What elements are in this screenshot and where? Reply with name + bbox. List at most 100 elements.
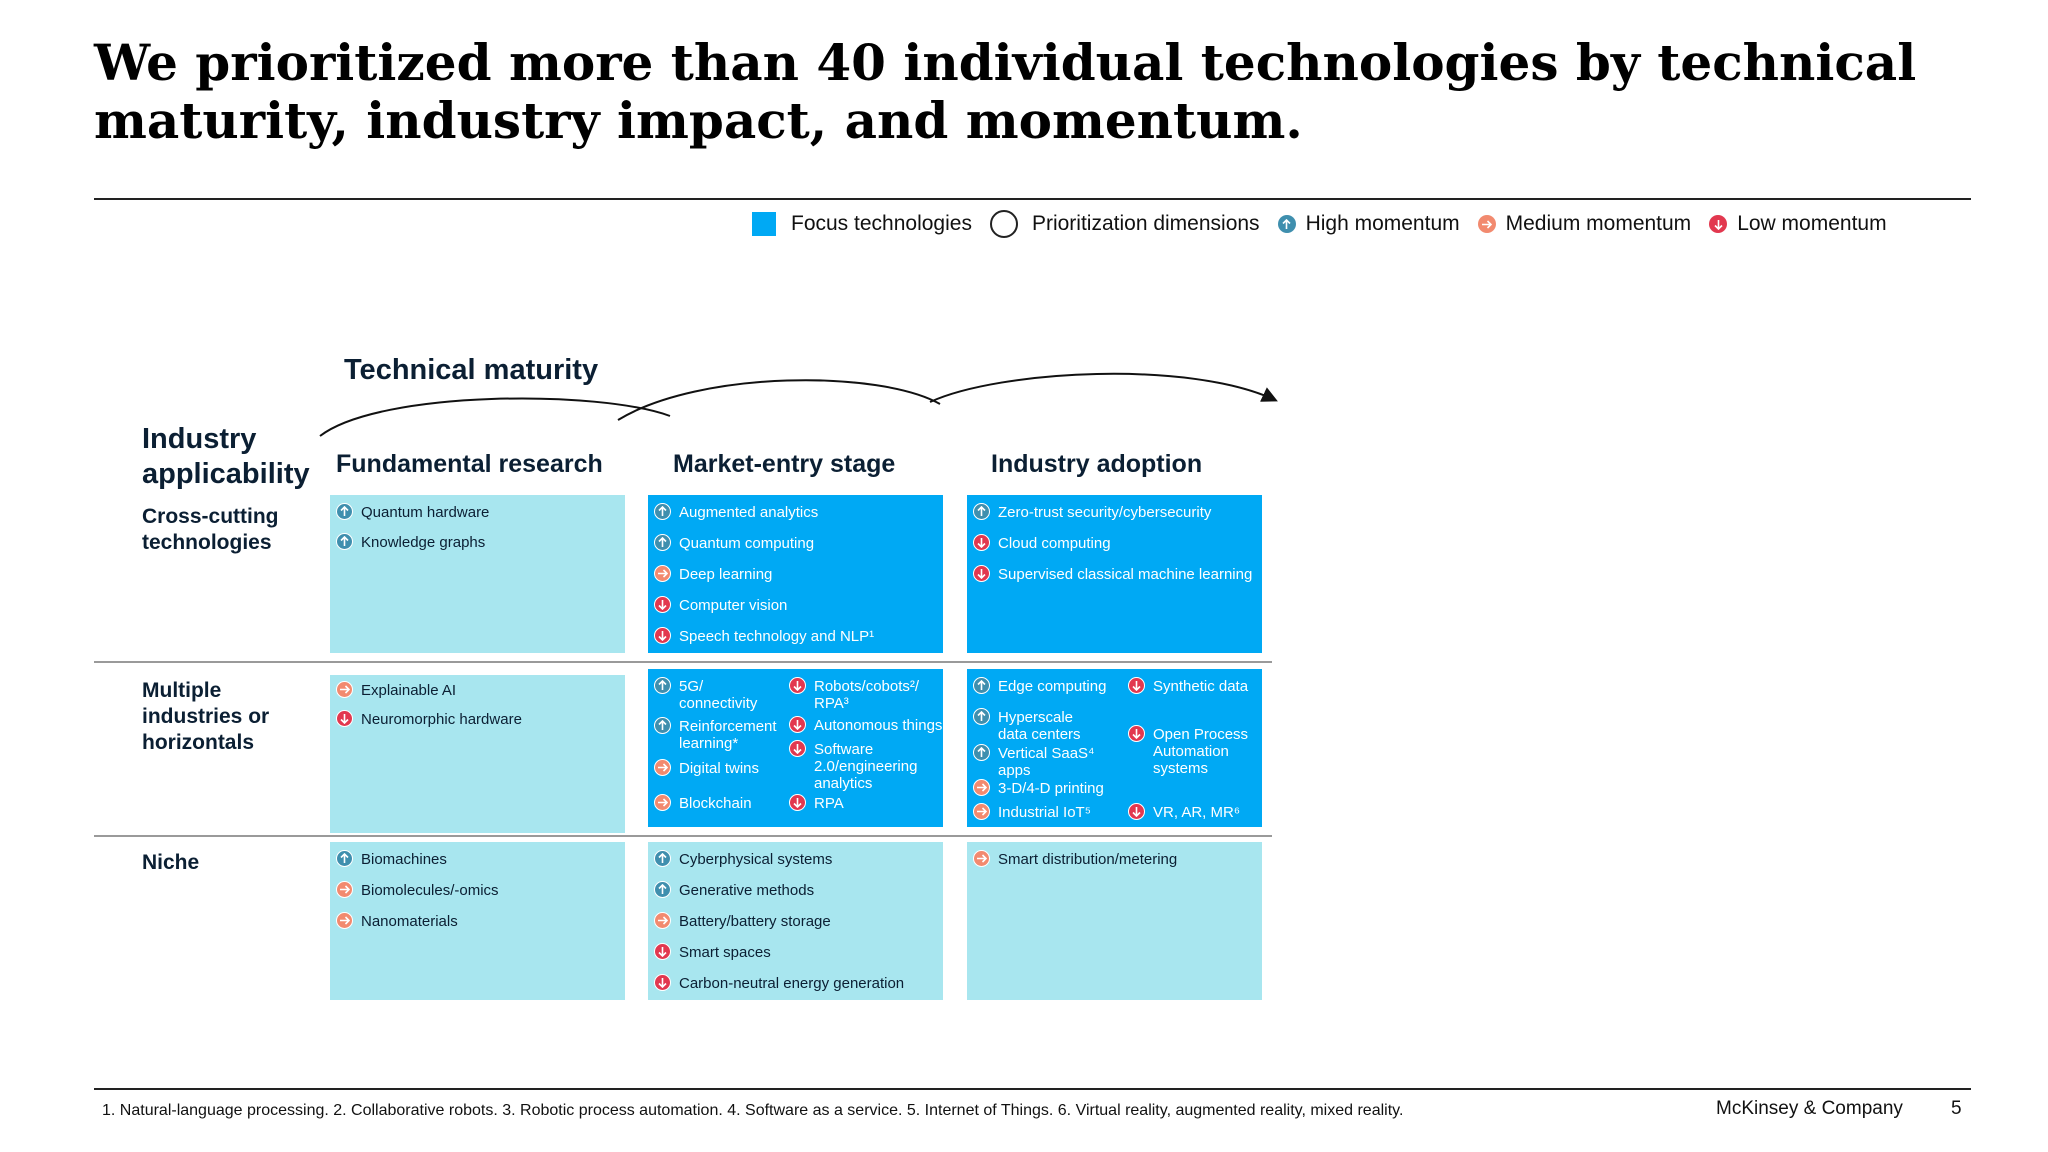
arrow-down-icon	[973, 565, 990, 582]
technology-item: Reinforcement learning*	[654, 717, 777, 752]
technology-item: Biomachines	[336, 850, 447, 868]
technology-item: 5G/ connectivity	[654, 677, 757, 712]
technology-item: Autonomous things	[789, 716, 942, 734]
page-number: 5	[1951, 1098, 1962, 1119]
technology-item: Augmented analytics	[654, 503, 818, 521]
technology-label: Digital twins	[679, 760, 760, 777]
technology-label: Synthetic data	[1153, 678, 1249, 695]
arrow-up-icon	[336, 850, 353, 867]
technology-label: Knowledge graphs	[361, 534, 486, 551]
legend-dimensions: Prioritization dimensions	[989, 210, 1260, 238]
arrow-down-icon	[789, 740, 806, 757]
technology-item: RPA	[789, 794, 844, 812]
technology-label: VR, AR, MR⁶	[1153, 804, 1241, 821]
legend: Focus technologies Prioritization dimens…	[752, 204, 1905, 244]
technology-label: Software 2.0/engineering analytics	[814, 741, 918, 792]
row-cross-cutting: Cross-cutting technologies	[142, 505, 279, 554]
arrow-down-icon	[654, 943, 671, 960]
technology-item: Industrial IoT⁵	[973, 803, 1091, 821]
row-divider	[94, 661, 1272, 663]
arrow-right-icon	[654, 759, 671, 776]
technology-label: Autonomous things	[814, 717, 943, 734]
focus-swatch-icon	[752, 212, 776, 236]
technology-item: Cyberphysical systems	[654, 850, 832, 868]
technology-label: Cloud computing	[998, 535, 1111, 552]
legend-low-label: Low momentum	[1737, 212, 1887, 235]
row-divider	[94, 835, 1272, 837]
row-niche: Niche	[142, 851, 200, 874]
technology-item: 3-D/4-D printing	[973, 779, 1104, 797]
technology-label: Robots/cobots²/ RPA³	[814, 678, 920, 712]
technology-label: Quantum hardware	[361, 504, 490, 521]
technology-label: Battery/battery storage	[679, 913, 831, 930]
cell-multi-adoption: Edge computing Hyperscale data centers Ver…	[967, 669, 1262, 827]
arrow-down-icon	[1128, 803, 1145, 820]
cell-cross-fundamental: Quantum hardware Knowledge graphs	[330, 495, 625, 653]
technology-label: 3-D/4-D printing	[998, 780, 1104, 797]
arrow-down-icon	[336, 710, 353, 727]
circle-icon	[989, 210, 1018, 238]
technology-item: VR, AR, MR⁶	[1128, 803, 1240, 821]
arrow-down-icon	[1709, 215, 1728, 233]
cell-niche-fundamental: Biomachines Biomolecules/-omics Nanomateri…	[330, 842, 625, 1000]
arrow-curve-3	[929, 372, 1278, 403]
arrow-up-icon	[654, 717, 671, 734]
maturity-arrows	[319, 372, 1278, 437]
technology-label: Reinforcement learning*	[679, 718, 777, 752]
technology-item: Battery/battery storage	[654, 912, 831, 930]
technology-label: Open Process Automation systems	[1153, 726, 1249, 777]
page-title: We prioritized more than 40 individual t…	[94, 33, 1917, 150]
technology-label: Edge computing	[998, 678, 1107, 695]
arrow-right-icon	[336, 881, 353, 898]
technology-item: Smart distribution/metering	[973, 850, 1177, 868]
technology-item: Carbon-neutral energy generation	[654, 974, 904, 992]
arrow-down-icon	[789, 677, 806, 694]
technology-item: Software 2.0/engineering analytics	[789, 740, 917, 792]
cell-niche-market: Cyberphysical systems Generative methods B…	[648, 842, 943, 1000]
technology-item: Synthetic data	[1128, 677, 1248, 695]
arrow-up-icon	[973, 744, 990, 761]
arrow-up-icon	[973, 708, 990, 725]
arrow-right-icon	[973, 779, 990, 796]
arrow-up-icon	[654, 850, 671, 867]
technology-label: Biomachines	[361, 851, 447, 868]
arrow-up-icon	[1277, 215, 1296, 233]
technology-item: Knowledge graphs	[336, 533, 485, 551]
row-multiple-industries: Multiple industries or horizontals	[142, 679, 270, 754]
arrow-down-icon	[789, 716, 806, 733]
technology-label: Augmented analytics	[679, 504, 819, 521]
cell-cross-market: Augmented analytics Quantum computing Deep…	[648, 495, 943, 653]
column-industry-adoption: Industry adoption	[991, 450, 1203, 478]
technology-label: Smart spaces	[679, 944, 771, 961]
legend-medium-label: Medium momentum	[1505, 212, 1692, 235]
technology-item: Edge computing	[973, 677, 1106, 695]
technology-item: Digital twins	[654, 759, 759, 777]
arrow-down-icon	[973, 534, 990, 551]
arrow-down-icon	[654, 627, 671, 644]
legend-high-label: High momentum	[1305, 212, 1460, 235]
arrow-right-icon	[654, 794, 671, 811]
arrow-up-icon	[654, 881, 671, 898]
column-fundamental-research: Fundamental research	[336, 450, 603, 478]
technology-label: Hyperscale data centers	[998, 709, 1081, 743]
technology-item: Blockchain	[654, 794, 752, 812]
arrow-up-icon	[654, 534, 671, 551]
technology-label: RPA	[814, 795, 844, 812]
technology-label: 5G/ connectivity	[679, 678, 758, 712]
legend-focus: Focus technologies	[752, 212, 972, 236]
legend-medium: Medium momentum	[1477, 212, 1692, 236]
arrow-right-icon	[654, 912, 671, 929]
cell-niche-adoption: Smart distribution/metering	[967, 842, 1262, 1000]
arrow-right-icon	[973, 803, 990, 820]
arrow-up-icon	[973, 677, 990, 694]
technology-item: Hyperscale data centers	[973, 708, 1081, 743]
industry-applicability-label: Industry applicability	[142, 423, 310, 490]
technology-item: Neuromorphic hardware	[336, 710, 522, 728]
technology-item: Generative methods	[654, 881, 814, 899]
technology-item: Speech technology and NLP¹	[654, 627, 874, 645]
technical-maturity-label: Technical maturity	[344, 354, 599, 386]
technology-label: Industrial IoT⁵	[998, 804, 1091, 821]
technology-item: Deep learning	[654, 565, 772, 583]
technology-label: Deep learning	[679, 566, 773, 583]
arrow-up-icon	[654, 677, 671, 694]
